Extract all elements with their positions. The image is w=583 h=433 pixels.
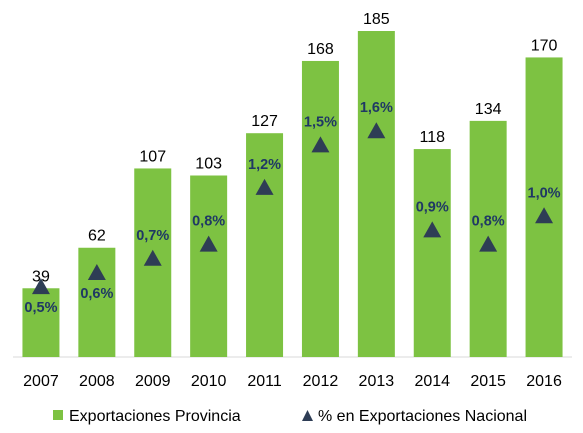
bar-2014 (413, 149, 451, 357)
markers-group: 0,5% 0,6% 0,7% 0,8% 1,2% 1,5% 1,6% 0,9% 0,8% 1,0% (24, 100, 560, 316)
pct-label-2012: 1,5% (304, 114, 337, 130)
x-tick-labels: 2007 2008 2009 2010 2011 2012 2013 2014 2015 2016 (23, 373, 562, 390)
x-tick-2010: 2010 (191, 373, 227, 390)
pct-marker-2015 (479, 235, 498, 252)
bar-value-label-2014: 118 (419, 129, 445, 146)
legend: Exportaciones Provincia % en Exportacion… (53, 408, 527, 425)
bar-value-label-2010: 103 (195, 155, 222, 172)
pct-marker-2011 (255, 178, 274, 195)
x-tick-2015: 2015 (470, 373, 506, 390)
pct-label-2013: 1,6% (360, 100, 393, 116)
pct-label-2011: 1,2% (248, 157, 281, 173)
legend-swatch-bars (53, 410, 63, 420)
pct-label-2015: 0,8% (472, 214, 505, 230)
pct-marker-2009 (143, 249, 162, 266)
pct-marker-2013 (367, 122, 386, 139)
bar-value-label-2016: 170 (531, 37, 558, 54)
x-tick-2014: 2014 (414, 373, 450, 390)
pct-marker-2012 (311, 136, 330, 153)
bar-2016 (525, 57, 563, 357)
pct-label-2016: 1,0% (528, 185, 561, 201)
bar-2010 (190, 175, 228, 357)
x-tick-2008: 2008 (79, 373, 115, 390)
bar-2012 (301, 60, 339, 357)
x-tick-2007: 2007 (23, 373, 59, 390)
bars-group: 39 62 107 103 127 168 185 118 134 170 (22, 11, 563, 357)
pct-label-2010: 0,8% (192, 214, 225, 230)
x-tick-2013: 2013 (359, 373, 395, 390)
pct-marker-2014 (423, 221, 442, 238)
bar-value-label-2013: 185 (363, 11, 390, 28)
pct-marker-2007 (31, 278, 50, 295)
pct-marker-2010 (199, 235, 218, 252)
legend-label-bars: Exportaciones Provincia (69, 408, 241, 425)
x-tick-2009: 2009 (135, 373, 171, 390)
pct-marker-2008 (87, 263, 106, 280)
pct-label-2009: 0,7% (136, 228, 169, 244)
pct-label-2007: 0,5% (24, 300, 57, 316)
legend-swatch-markers (302, 410, 313, 421)
pct-label-2014: 0,9% (416, 199, 449, 215)
bar-2007 (22, 288, 60, 357)
bar-value-label-2008: 62 (88, 228, 106, 245)
bar-value-label-2009: 107 (139, 148, 166, 165)
legend-label-markers: % en Exportaciones Nacional (318, 408, 527, 425)
bar-value-label-2015: 134 (475, 101, 502, 118)
bar-value-label-2011: 127 (251, 113, 278, 130)
bar-2011 (246, 133, 284, 357)
x-tick-2016: 2016 (526, 373, 562, 390)
x-tick-2012: 2012 (303, 373, 339, 390)
bar-value-label-2012: 168 (307, 41, 334, 58)
pct-label-2008: 0,6% (80, 286, 113, 302)
x-tick-2011: 2011 (247, 373, 282, 390)
pct-marker-2016 (535, 207, 554, 224)
bar-value-label-2007: 39 (32, 268, 50, 285)
bar-2013 (357, 31, 395, 357)
